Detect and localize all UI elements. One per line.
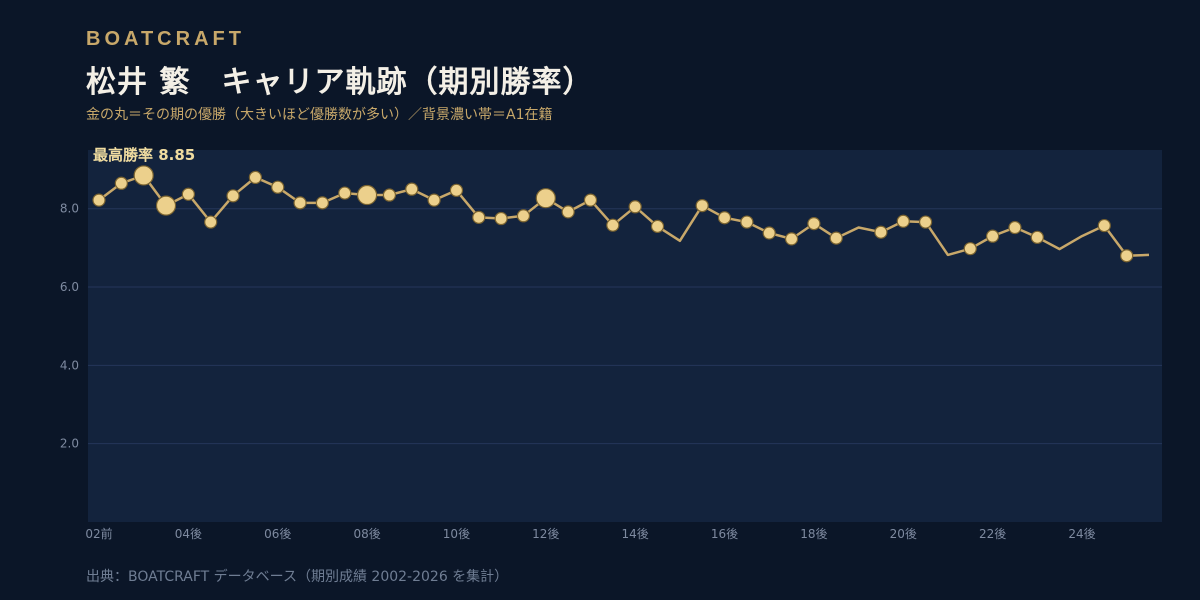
championship-point bbox=[650, 219, 665, 233]
championship-point bbox=[1120, 249, 1134, 263]
brand-label: BOATCRAFT bbox=[86, 28, 245, 50]
plot-area bbox=[88, 150, 1162, 522]
championship-point bbox=[829, 231, 843, 245]
championship-point bbox=[356, 184, 378, 206]
championship-point bbox=[248, 170, 262, 185]
championship-point bbox=[561, 205, 575, 219]
championship-point bbox=[516, 209, 531, 223]
championship-point bbox=[1008, 220, 1022, 235]
championship-point bbox=[986, 229, 1000, 243]
x-tick-label: 14後 bbox=[622, 527, 649, 541]
championship-point bbox=[338, 186, 352, 200]
championship-point bbox=[92, 193, 106, 207]
championship-point bbox=[204, 215, 218, 229]
x-tick-label: 02前 bbox=[85, 526, 112, 541]
source-note: 出典：BOATCRAFT データベース（期別成績 2002-2026 を集計） bbox=[86, 569, 509, 585]
x-tick-label: 04後 bbox=[175, 527, 202, 541]
championship-point bbox=[874, 225, 888, 239]
championship-point bbox=[583, 193, 598, 207]
data-points bbox=[92, 165, 1134, 263]
championship-point bbox=[535, 188, 556, 209]
championship-point bbox=[405, 182, 419, 196]
championship-point bbox=[181, 187, 195, 201]
x-tick-label: 06後 bbox=[264, 527, 291, 541]
championship-point bbox=[382, 188, 397, 202]
max-annotation: 最高勝率 8.85 bbox=[93, 146, 195, 164]
championship-point bbox=[740, 215, 754, 229]
y-tick-label: 8.0 bbox=[60, 202, 79, 216]
championship-point bbox=[494, 211, 508, 226]
chart-subtitle: 金の丸＝その期の優勝（大きいほど優勝数が多い）／背景濃い帯＝A1在籍 bbox=[86, 107, 553, 123]
x-tick-label: 24後 bbox=[1068, 527, 1095, 541]
championship-point bbox=[1097, 218, 1111, 233]
championship-point bbox=[896, 214, 910, 228]
championship-point bbox=[784, 232, 799, 246]
championship-point bbox=[717, 211, 732, 225]
championship-point bbox=[695, 199, 709, 213]
x-tick-label: 22後 bbox=[979, 527, 1006, 541]
chart-title: 松井 繁 キャリア軌跡（期別勝率） bbox=[86, 65, 594, 100]
x-tick-label: 20後 bbox=[890, 527, 917, 541]
championship-point bbox=[315, 196, 330, 210]
championship-point bbox=[155, 195, 177, 216]
x-tick-label: 16後 bbox=[711, 527, 738, 541]
x-axis: 02前 04後 06後 08後 10後 12後 14後 16後 18後 20後 22後 24後 bbox=[85, 526, 1095, 541]
championship-point bbox=[271, 180, 285, 194]
grid-lines bbox=[88, 208, 1162, 445]
championship-point bbox=[762, 226, 776, 240]
championship-point bbox=[963, 242, 977, 256]
championship-point bbox=[628, 200, 642, 214]
championship-point bbox=[226, 189, 240, 203]
championship-point bbox=[133, 165, 154, 186]
y-tick-label: 4.0 bbox=[60, 358, 79, 372]
championship-point bbox=[606, 218, 620, 232]
championship-point bbox=[472, 210, 486, 224]
x-tick-label: 08後 bbox=[353, 527, 380, 541]
y-tick-label: 2.0 bbox=[60, 437, 79, 451]
x-tick-label: 12後 bbox=[532, 527, 559, 541]
x-tick-label: 10後 bbox=[443, 527, 470, 541]
x-tick-label: 18後 bbox=[800, 527, 827, 541]
championship-point bbox=[449, 183, 464, 197]
championship-point bbox=[427, 193, 441, 207]
championship-point bbox=[114, 176, 128, 190]
championship-point bbox=[1030, 230, 1044, 244]
championship-point bbox=[807, 217, 821, 231]
y-axis: 2.0 4.0 6.0 8.0 bbox=[60, 202, 79, 451]
championship-point bbox=[918, 215, 933, 229]
championship-point bbox=[293, 196, 307, 210]
y-tick-label: 6.0 bbox=[60, 280, 79, 294]
